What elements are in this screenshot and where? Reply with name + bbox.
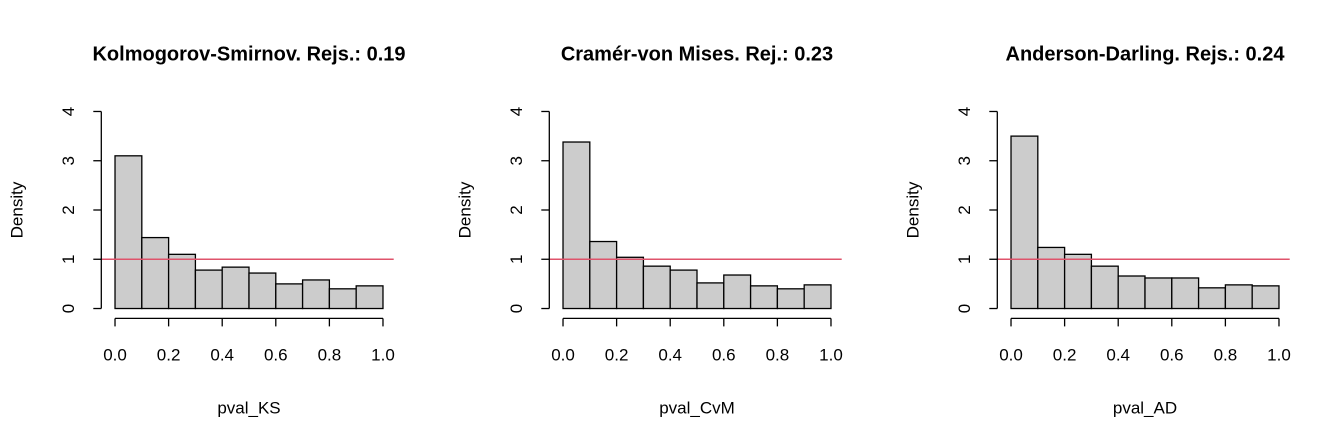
x-tick-label: 0.0: [103, 345, 127, 364]
x-tick-label: 0.8: [766, 345, 790, 364]
y-tick-label: 2: [955, 205, 974, 214]
bar: [1037, 246, 1066, 310]
x-tick-label: 1.0: [1267, 345, 1291, 364]
y-tick-label: 2: [507, 205, 526, 214]
x-tick-label: 0.2: [605, 345, 629, 364]
bar: [1063, 253, 1093, 310]
y-tick-label: 3: [955, 156, 974, 165]
bar: [221, 266, 250, 310]
x-tick-label: 0.8: [318, 345, 342, 364]
bar: [301, 279, 331, 310]
x-axis-label: pval_AD: [1113, 398, 1177, 417]
x-tick-label: 1.0: [819, 345, 843, 364]
x-tick-label: 0.6: [264, 345, 288, 364]
y-tick-label: 3: [507, 156, 526, 165]
bar: [114, 155, 143, 310]
chart-title: Kolmogorov-Smirnov. Rejs.: 0.19: [92, 43, 405, 65]
bar: [328, 288, 357, 310]
bar: [141, 236, 170, 310]
bar: [803, 284, 832, 310]
chart-title: Cramér-von Mises. Rej.: 0.23: [561, 43, 833, 65]
y-tick-label: 4: [507, 107, 526, 116]
x-tick-label: 0.4: [658, 345, 682, 364]
y-axis-label: Density: [455, 181, 474, 238]
bar: [275, 283, 304, 310]
x-tick-label: 0.6: [712, 345, 736, 364]
bar: [167, 253, 197, 310]
y-tick-label: 1: [507, 255, 526, 264]
bar: [776, 288, 805, 310]
x-tick-label: 1.0: [371, 345, 395, 364]
bar: [589, 240, 618, 310]
bar: [615, 256, 645, 310]
x-tick-label: 0.2: [157, 345, 181, 364]
y-tick-label: 0: [955, 304, 974, 313]
bar: [669, 269, 698, 310]
y-tick-label: 0: [59, 304, 78, 313]
x-axis-label: pval_CvM: [659, 398, 735, 417]
bar: [248, 272, 277, 310]
y-tick-label: 1: [955, 255, 974, 264]
bar: [1251, 285, 1280, 310]
bar: [723, 274, 752, 310]
x-tick-label: 0.6: [1160, 345, 1184, 364]
bar: [696, 282, 725, 310]
y-tick-label: 0: [507, 304, 526, 313]
x-tick-label: 0.4: [1106, 345, 1130, 364]
y-tick-label: 2: [59, 205, 78, 214]
bar: [1144, 277, 1173, 310]
bar: [642, 265, 671, 310]
bar: [1171, 277, 1200, 310]
bar: [1117, 275, 1146, 310]
y-tick-label: 4: [59, 107, 78, 116]
y-tick-label: 4: [955, 107, 974, 116]
x-tick-label: 0.0: [999, 345, 1023, 364]
y-axis-label: Density: [7, 181, 26, 238]
bar: [749, 285, 779, 310]
bar: [194, 269, 223, 310]
bar: [1090, 265, 1119, 310]
x-tick-label: 0.0: [551, 345, 575, 364]
bar: [1010, 135, 1039, 310]
bar: [1224, 284, 1253, 310]
x-tick-label: 0.8: [1214, 345, 1238, 364]
bar: [355, 285, 384, 310]
x-axis-label: pval_KS: [217, 398, 280, 417]
bar: [1197, 287, 1227, 310]
y-tick-label: 1: [59, 255, 78, 264]
x-tick-label: 0.4: [210, 345, 234, 364]
chart-title: Anderson-Darling. Rejs.: 0.24: [1006, 43, 1286, 65]
y-tick-label: 3: [59, 156, 78, 165]
x-tick-label: 0.2: [1053, 345, 1077, 364]
bar: [562, 141, 591, 310]
y-axis-label: Density: [903, 181, 922, 238]
